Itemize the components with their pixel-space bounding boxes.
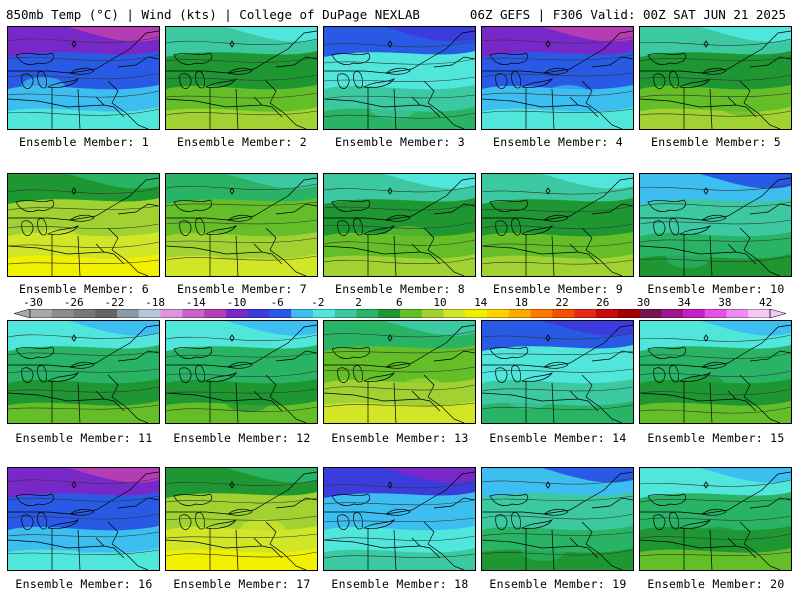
colorbar-tick-label: -22	[104, 296, 125, 309]
colorbar-swatch	[682, 309, 705, 318]
panel-label: Ensemble Member: 6	[18, 282, 150, 296]
colorbar-swatch	[726, 309, 749, 318]
panel-label: Ensemble Member: 1	[18, 135, 150, 149]
colorbar-swatch	[552, 309, 575, 318]
ensemble-map-panel	[7, 467, 160, 571]
colorbar-tick-label: 22	[555, 296, 569, 309]
colorbar-tick-label: 18	[514, 296, 529, 309]
ensemble-map-panel	[481, 26, 634, 130]
colorbar-tick-label: 38	[718, 296, 732, 309]
panel-label: Ensemble Member: 13	[331, 431, 469, 445]
colorbar-swatch	[95, 309, 118, 318]
colorbar-tick-label: -18	[145, 296, 166, 309]
ensemble-map-panel	[165, 26, 318, 130]
colorbar-tick-label: 30	[636, 296, 651, 309]
colorbar-swatch	[421, 309, 444, 318]
temperature-colorbar	[14, 309, 786, 318]
colorbar-swatch	[182, 309, 205, 318]
panel-label: Ensemble Member: 5	[650, 135, 782, 149]
panel-label: Ensemble Member: 2	[176, 135, 308, 149]
colorbar-swatch	[291, 309, 314, 318]
run-info: 06Z GEFS | F306 Valid: 00Z SAT JUN 21 20…	[469, 7, 786, 22]
colorbar-tick-label: -30	[23, 296, 43, 309]
colorbar-swatch	[400, 309, 423, 318]
panel-label: Ensemble Member: 17	[173, 577, 311, 591]
colorbar-swatch	[465, 309, 488, 318]
colorbar-swatch	[204, 309, 227, 318]
panel-label: Ensemble Member: 3	[334, 135, 466, 149]
colorbar-swatch	[356, 309, 379, 318]
colorbar-swatch	[138, 309, 161, 318]
colorbar-tick-label: 26	[596, 296, 610, 309]
panel-label: Ensemble Member: 12	[173, 431, 311, 445]
ensemble-map-panel	[7, 320, 160, 424]
ensemble-map-panel	[323, 26, 476, 130]
ensemble-map-panel	[323, 467, 476, 571]
panel-label: Ensemble Member: 10	[647, 282, 785, 296]
colorbar-tick-label: 6	[395, 296, 403, 309]
colorbar-left-arrow	[14, 309, 31, 318]
colorbar-swatch	[508, 309, 531, 318]
ensemble-map-panel	[323, 173, 476, 277]
colorbar-swatch	[334, 309, 357, 318]
ensemble-map-panel	[165, 467, 318, 571]
colorbar-tick-label: 14	[474, 296, 488, 309]
colorbar-swatch	[378, 309, 401, 318]
colorbar-tick-label: -10	[226, 296, 247, 309]
ensemble-map-panel	[481, 320, 634, 424]
panel-label: Ensemble Member: 4	[492, 135, 624, 149]
colorbar-swatch	[661, 309, 684, 318]
colorbar-swatch	[617, 309, 640, 318]
panel-label: Ensemble Member: 8	[334, 282, 466, 296]
colorbar-swatch	[639, 309, 662, 318]
colorbar-swatch	[247, 309, 270, 318]
colorbar-swatch	[117, 309, 140, 318]
panel-label: Ensemble Member: 7	[176, 282, 308, 296]
ensemble-map-panel	[481, 467, 634, 571]
colorbar-swatch	[704, 309, 727, 318]
panel-label: Ensemble Member: 20	[647, 577, 785, 591]
colorbar-swatch	[312, 309, 335, 318]
colorbar-tick-label: -26	[63, 296, 84, 309]
ensemble-map-panel	[639, 173, 792, 277]
panel-label: Ensemble Member: 19	[489, 577, 627, 591]
ensemble-map-panel	[481, 173, 634, 277]
colorbar-swatch	[748, 309, 771, 318]
colorbar-tick-label: -14	[185, 296, 206, 309]
colorbar-tick-label: -2	[311, 296, 325, 309]
panel-label: Ensemble Member: 9	[492, 282, 624, 296]
colorbar-swatch	[160, 309, 183, 318]
colorbar-tick-label: 34	[677, 296, 691, 309]
panel-label: Ensemble Member: 18	[331, 577, 469, 591]
panel-label: Ensemble Member: 14	[489, 431, 627, 445]
colorbar-swatch	[595, 309, 618, 318]
ensemble-map-panel	[7, 173, 160, 277]
panel-label: Ensemble Member: 16	[15, 577, 153, 591]
colorbar-swatch	[51, 309, 74, 318]
ensemble-map-panel	[639, 467, 792, 571]
colorbar-tick-label: 42	[758, 296, 773, 309]
colorbar-tick-label: 10	[433, 296, 447, 309]
colorbar-swatch	[30, 309, 53, 318]
colorbar-swatch	[487, 309, 510, 318]
colorbar-tick-label: -6	[270, 296, 284, 309]
ensemble-map-panel	[639, 320, 792, 424]
panel-label: Ensemble Member: 11	[15, 431, 153, 445]
ensemble-map-panel	[165, 320, 318, 424]
colorbar-swatch	[225, 309, 248, 318]
ensemble-map-panel	[639, 26, 792, 130]
colorbar-right-arrow	[769, 309, 786, 318]
colorbar-swatch	[443, 309, 466, 318]
map-title: 850mb Temp (°C) | Wind (kts) | College o…	[6, 7, 420, 22]
colorbar-swatch	[73, 309, 96, 318]
colorbar-swatch	[269, 309, 292, 318]
colorbar-swatch	[574, 309, 597, 318]
colorbar-swatch	[530, 309, 553, 318]
ensemble-map-panel	[323, 320, 476, 424]
panel-label: Ensemble Member: 15	[647, 431, 785, 445]
ensemble-map-panel	[7, 26, 160, 130]
colorbar-tick-label: 2	[355, 296, 362, 309]
ensemble-map-panel	[165, 173, 318, 277]
